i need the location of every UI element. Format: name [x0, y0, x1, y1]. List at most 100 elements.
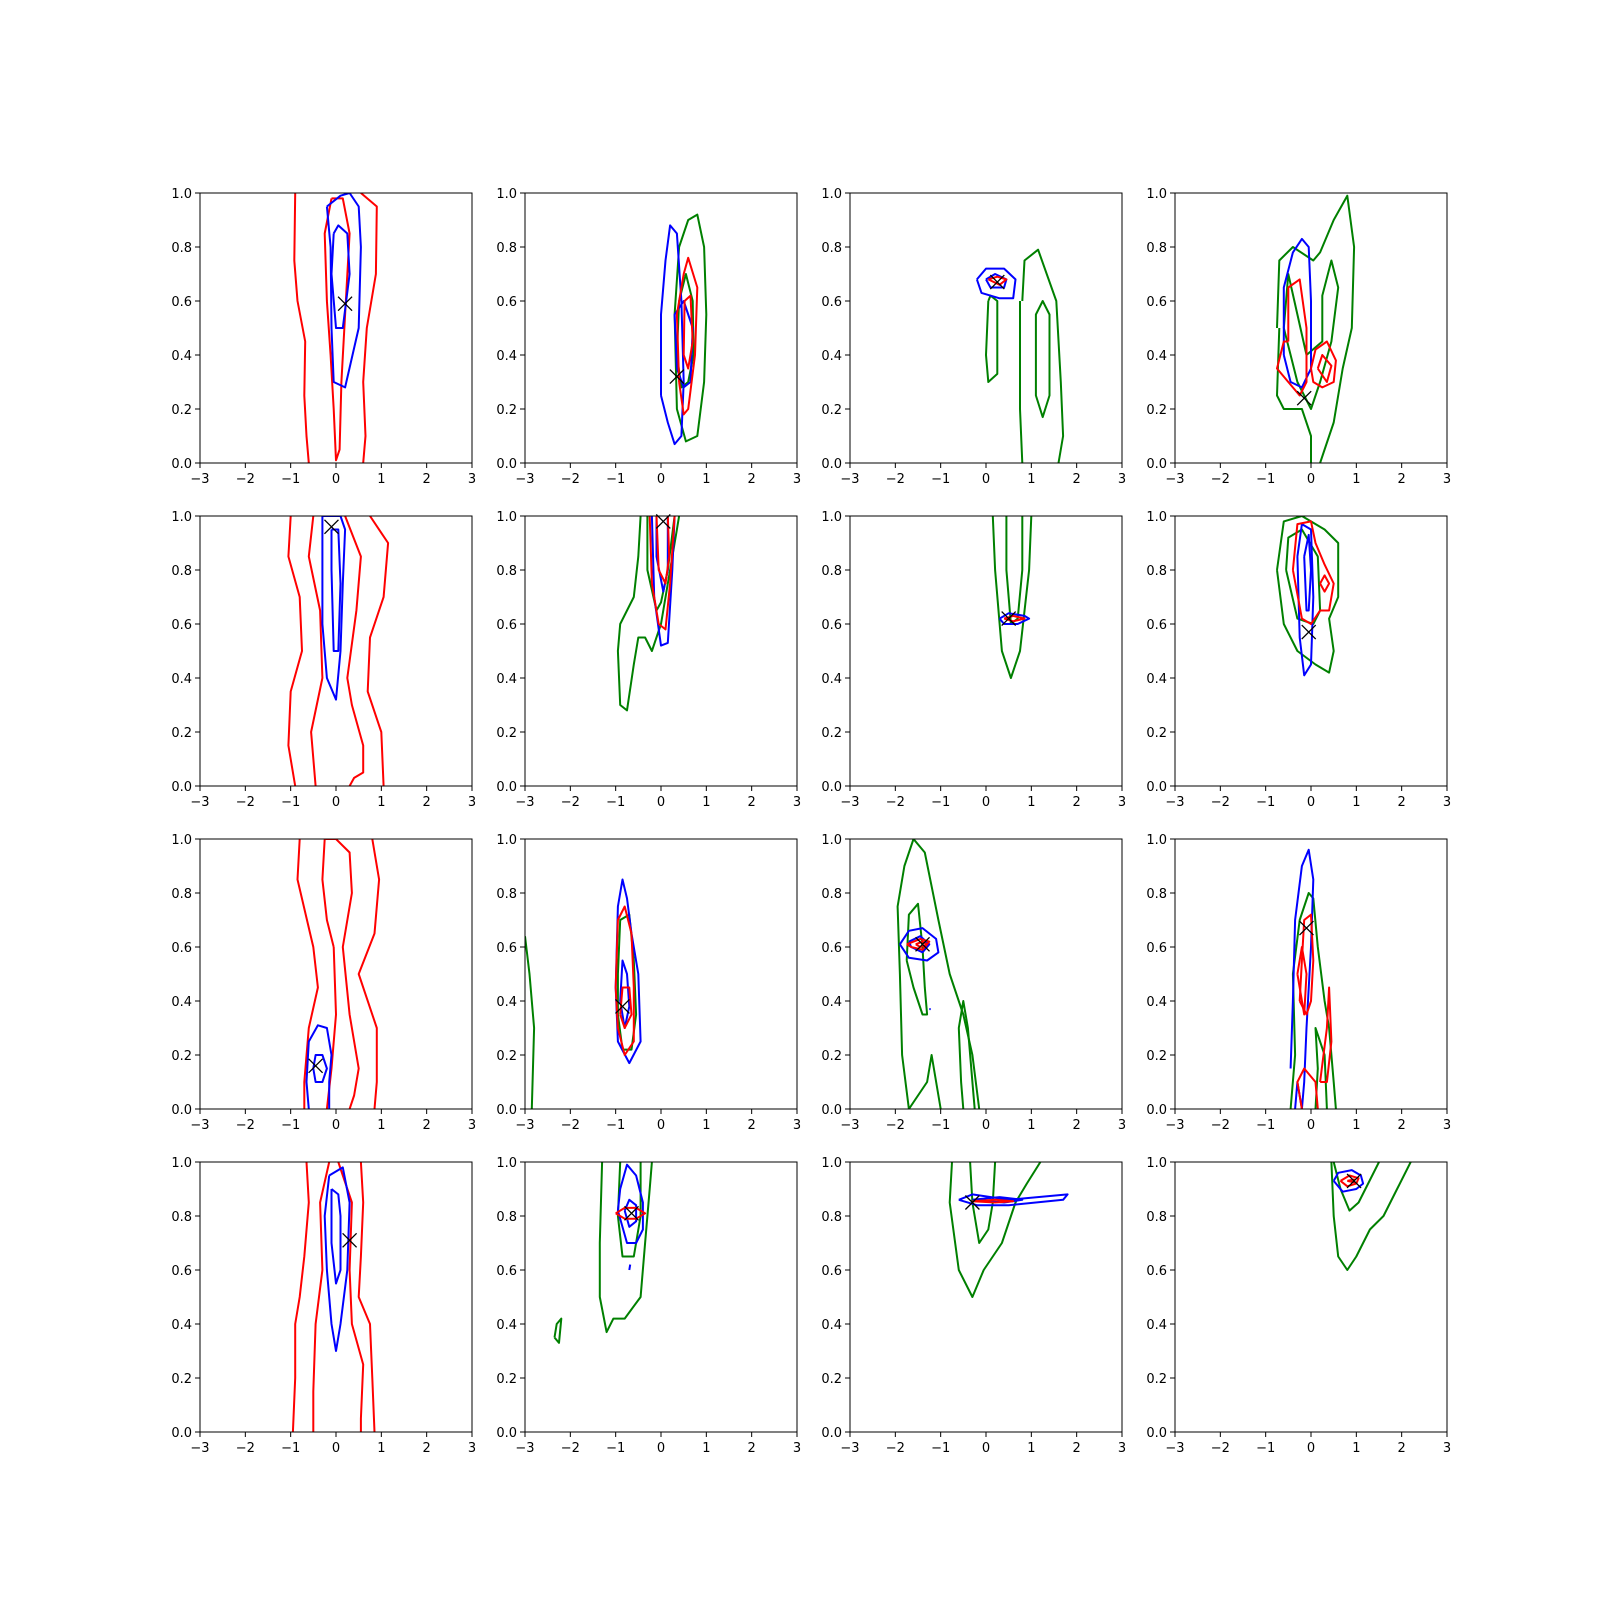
x-tick-label: −2	[1211, 472, 1230, 487]
x-tick-label: −3	[515, 1441, 534, 1456]
axes-frame	[199, 838, 473, 1110]
subplot-1-3: −3 −2 −1 0 1 2 3 0.0 0.2 0.4 0.6 0.8 1.0	[821, 187, 1126, 487]
subplot-1-4: −3 −2 −1 0 1 2 3 0.0 0.2 0.4 0.6 0.8 1.0	[1146, 187, 1451, 487]
subplot-2-3: −3 −2 −1 0 1 2 3 0.0 0.2 0.4 0.6 0.8 1.0	[821, 510, 1126, 810]
green-contour-line	[1021, 248, 1065, 463]
x-tick-label: 0	[982, 472, 990, 487]
x-tick-label: 3	[1443, 1118, 1451, 1133]
x-tick-label: 2	[748, 1441, 756, 1456]
x-marker	[337, 296, 353, 312]
x-tick-label: 1	[1352, 1441, 1360, 1456]
y-tick-label: 0.6	[496, 941, 517, 956]
x-tick-label: 3	[793, 472, 801, 487]
y-tick-label: 0.2	[1146, 1049, 1167, 1064]
x-tick-label: 2	[1073, 1441, 1081, 1456]
axes-frame	[1174, 1161, 1448, 1433]
x-tick-label: −1	[281, 472, 300, 487]
x-tick-label: 1	[377, 472, 385, 487]
red-contour-line	[987, 275, 1008, 286]
blue-contour-line	[330, 528, 342, 652]
x-tick-label: −1	[606, 1441, 625, 1456]
x-tick-label: −3	[1165, 1118, 1184, 1133]
y-tick-label: 0.6	[496, 295, 517, 310]
x-tick-label: 2	[1398, 472, 1406, 487]
x-tick-label: −3	[515, 1118, 534, 1133]
axes-frame	[1174, 838, 1448, 1110]
x-tick-label: 2	[1073, 1118, 1081, 1133]
blue-contour-line	[1303, 533, 1312, 612]
x-tick-label: −1	[931, 472, 950, 487]
x-tick-label: 2	[423, 472, 431, 487]
y-tick-label: 0.8	[1146, 241, 1167, 256]
x-tick-label: 3	[468, 1118, 476, 1133]
blue-contour-line	[330, 224, 351, 329]
y-tick-label: 0.4	[821, 1318, 842, 1333]
y-tick-label: 1.0	[821, 1156, 842, 1171]
x-tick-label: −2	[886, 795, 905, 810]
y-tick-label: 1.0	[171, 833, 192, 848]
red-contour-line	[324, 839, 360, 1109]
y-tick-label: 0.6	[1146, 941, 1167, 956]
blue-contour-line	[899, 927, 940, 962]
x-tick-label: −2	[236, 795, 255, 810]
subplot-4-3: −3 −2 −1 0 1 2 3 0.0 0.2 0.4 0.6 0.8 1.0	[821, 1156, 1126, 1456]
y-tick-label: 1.0	[821, 187, 842, 202]
x-tick-label: −1	[931, 795, 950, 810]
red-contour-line	[1310, 340, 1337, 389]
x-tick-label: −2	[886, 472, 905, 487]
y-tick-label: 0.2	[821, 1372, 842, 1387]
x-tick-label: 3	[468, 472, 476, 487]
y-tick-label: 0.4	[821, 995, 842, 1010]
x-tick-label: 1	[1352, 795, 1360, 810]
x-tick-label: 0	[982, 795, 990, 810]
y-tick-label: 0.0	[496, 1103, 517, 1118]
green-contour-line	[1034, 300, 1051, 419]
x-tick-label: −3	[515, 795, 534, 810]
red-contour-line	[648, 516, 676, 631]
red-contour-line	[312, 1162, 331, 1432]
contour-group	[1330, 1162, 1412, 1271]
x-tick-label: 2	[423, 1118, 431, 1133]
green-contour-line	[598, 1162, 653, 1334]
x-tick-label: 1	[702, 795, 710, 810]
y-tick-label: 1.0	[171, 1156, 192, 1171]
subplot-4-4: −3 −2 −1 0 1 2 3 0.0 0.2 0.4 0.6 0.8 1.0	[1146, 1156, 1451, 1456]
contour-group	[293, 193, 378, 463]
red-contour-line	[1291, 520, 1335, 625]
y-tick-label: 0.4	[1146, 349, 1167, 364]
green-contour-line	[525, 936, 536, 1109]
x-tick-label: 3	[1118, 1118, 1126, 1133]
subplot-3-2: −3 −2 −1 0 1 2 3 0.0 0.2 0.4 0.6 0.8 1.0	[496, 833, 801, 1133]
x-tick-label: 0	[332, 795, 340, 810]
x-tick-label: 0	[657, 1118, 665, 1133]
x-tick-label: 1	[1027, 472, 1035, 487]
y-tick-label: 0.4	[496, 1318, 517, 1333]
green-contour-line	[1019, 301, 1024, 463]
x-tick-label: 1	[702, 1118, 710, 1133]
x-tick-label: −2	[1211, 1118, 1230, 1133]
y-tick-label: 0.6	[496, 1264, 517, 1279]
y-tick-label: 0.4	[496, 672, 517, 687]
y-tick-label: 0.2	[496, 726, 517, 741]
subplot-3-3: −3 −2 −1 0 1 2 3 0.0 0.2 0.4 0.6 0.8 1.0	[821, 833, 1126, 1133]
x-tick-label: −2	[236, 472, 255, 487]
red-contour-line	[293, 193, 310, 463]
contour-group	[525, 878, 642, 1109]
x-tick-label: −2	[561, 1441, 580, 1456]
y-tick-label: 0.2	[821, 1049, 842, 1064]
green-contour-line	[1330, 1162, 1412, 1271]
y-tick-label: 0.6	[171, 618, 192, 633]
green-contour-line	[1005, 516, 1024, 625]
x-tick-label: −1	[606, 472, 625, 487]
x-tick-label: 2	[1398, 795, 1406, 810]
red-contour-line	[307, 516, 324, 786]
subplot-1-2: −3 −2 −1 0 1 2 3 0.0 0.2 0.4 0.6 0.8 1.0	[496, 187, 801, 487]
green-contour-line	[1332, 1162, 1380, 1212]
x-tick-label: 1	[1027, 1118, 1035, 1133]
x-tick-label: −1	[1256, 472, 1275, 487]
blue-contour-line	[323, 1166, 351, 1352]
blue-contour-line	[623, 1198, 638, 1228]
green-contour-line	[1314, 1027, 1328, 1109]
blue-contour-line	[655, 516, 669, 593]
x-tick-label: 3	[1443, 1441, 1451, 1456]
